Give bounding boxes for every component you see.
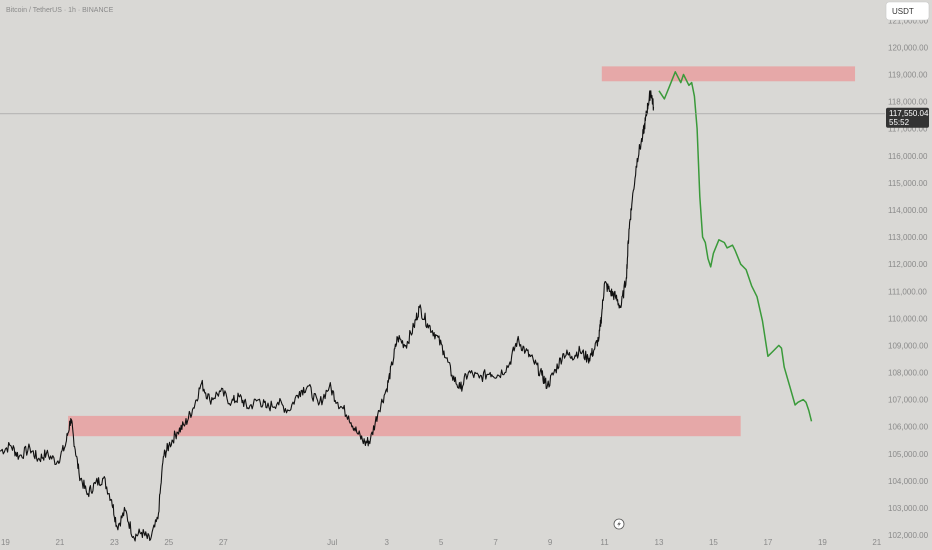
currency-button-label: USDT <box>892 7 914 16</box>
x-tick-label: 27 <box>219 538 228 547</box>
x-axis: 19 21 23 25 27 Jul 3 5 7 9 11 13 15 17 19 21 <box>1 538 882 547</box>
y-tick-label: 103,000.00 <box>888 504 929 513</box>
y-tick-label: 110,000.00 <box>888 314 928 323</box>
y-tick-label: 112,000.00 <box>888 260 928 269</box>
x-tick-label: 23 <box>110 538 119 547</box>
y-tick-label: 114,000.00 <box>888 206 928 215</box>
resistance-zone <box>601 66 856 82</box>
projection-series-line <box>658 71 813 422</box>
y-tick-label: 117,000.00 <box>888 125 928 134</box>
y-tick-label: 116,000.00 <box>888 152 928 161</box>
y-tick-label: 109,000.00 <box>888 341 929 350</box>
price-series-line <box>0 90 655 542</box>
x-tick-label: 25 <box>164 538 173 547</box>
x-tick-label: 19 <box>818 538 827 547</box>
y-tick-label: 111,000.00 <box>888 287 927 296</box>
x-tick-label: 21 <box>872 538 881 547</box>
x-tick-label: 21 <box>55 538 64 547</box>
x-tick-label: 11 <box>600 538 609 547</box>
y-tick-label: 119,000.00 <box>888 71 928 80</box>
series-layer <box>0 71 813 542</box>
y-tick-label: 118,000.00 <box>888 98 928 107</box>
y-tick-label: 113,000.00 <box>888 233 928 242</box>
price-tag-bg <box>886 107 929 128</box>
y-tick-label: 104,000.00 <box>888 477 929 486</box>
x-tick-label: 9 <box>548 538 553 547</box>
x-tick-label: 7 <box>493 538 498 547</box>
y-tick-label: 115,000.00 <box>888 179 928 188</box>
x-tick-label: 13 <box>655 538 664 547</box>
x-tick-label: 5 <box>439 538 444 547</box>
lightning-bolt-icon[interactable] <box>613 518 625 530</box>
price-tag-countdown: 55:52 <box>889 118 910 127</box>
symbol-title: Bitcoin / TetherUS · 1h · BINANCE <box>6 7 114 14</box>
x-tick-label: 19 <box>1 538 10 547</box>
zones-layer <box>68 66 856 437</box>
y-tick-label: 108,000.00 <box>888 369 929 378</box>
y-tick-label: 121,000.00 <box>888 16 929 25</box>
y-tick-label: 107,000.00 <box>888 396 929 405</box>
currency-button[interactable]: USDT <box>885 1 930 21</box>
y-tick-label: 120,000.00 <box>888 43 929 52</box>
x-tick-label: 3 <box>384 538 389 547</box>
y-tick-label: 102,000.00 <box>888 531 929 540</box>
x-tick-label: 17 <box>763 538 772 547</box>
x-tick-label: 15 <box>709 538 718 547</box>
support-zone <box>68 415 741 437</box>
y-tick-label: 105,000.00 <box>888 450 929 459</box>
y-tick-label: 106,000.00 <box>888 423 929 432</box>
current-price-tag: 117,550.04 55:52 <box>886 107 929 128</box>
price-tag-value: 117,550.04 <box>889 109 929 118</box>
y-axis: 102,000.00 103,000.00 104,000.00 105,000.00… <box>888 16 929 540</box>
x-tick-label: Jul <box>327 538 337 547</box>
